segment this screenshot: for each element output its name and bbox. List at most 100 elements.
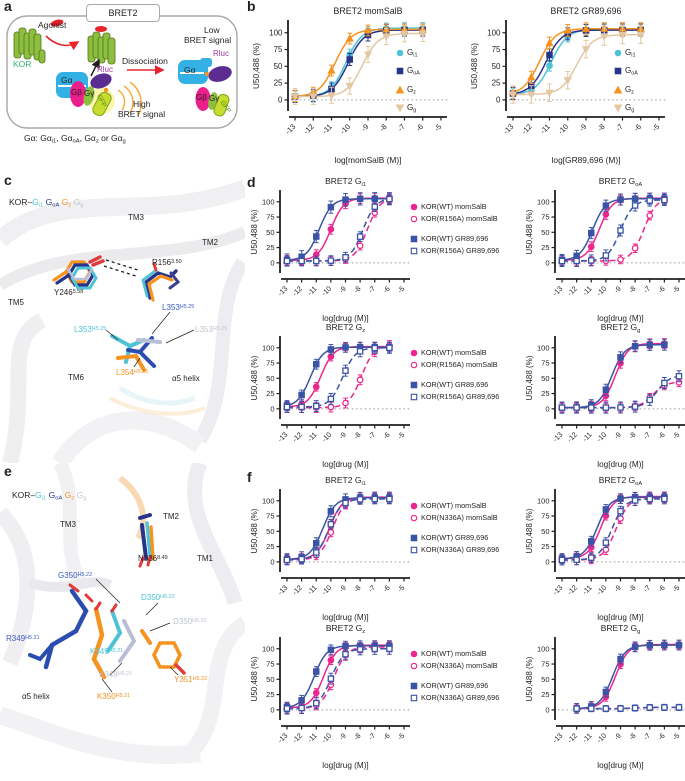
annotation-label: TM3	[128, 213, 144, 222]
text-segment: K350	[97, 692, 116, 701]
text-segment: g	[122, 138, 126, 145]
svg-text:-7: -7	[641, 583, 652, 594]
annotation-label: N3368.49	[138, 554, 168, 563]
svg-text:-11: -11	[580, 430, 593, 443]
legend-item: KOR(WT) momSalB	[410, 649, 520, 658]
text-segment: g	[413, 107, 417, 114]
svg-text:-5: -5	[671, 583, 682, 594]
text-segment: G	[625, 84, 632, 94]
legend-item: KOR(N336A) GR89,696	[410, 693, 520, 702]
text-segment: TM1	[197, 554, 213, 563]
g-alpha-variants-caption: Gα: Gαi1, GαoA, Gαz or Gαg	[24, 133, 126, 144]
annotation-label: TM5	[8, 298, 24, 307]
svg-text:100: 100	[537, 197, 550, 206]
legend-marker-circle-icon	[410, 215, 418, 222]
svg-text:-5: -5	[396, 731, 407, 742]
svg-text:-11: -11	[580, 731, 593, 744]
svg-text:-13: -13	[283, 122, 297, 136]
annotation-label: TM6	[68, 373, 84, 382]
annotation-label: K349H5.21	[90, 647, 123, 656]
dissociation-label: Dissociation	[122, 56, 168, 66]
svg-text:-8: -8	[352, 284, 363, 295]
text-segment: z	[631, 88, 634, 95]
text-segment: G	[35, 490, 42, 500]
svg-text:-11: -11	[305, 430, 318, 443]
high-bret-label-1: High	[133, 99, 151, 109]
text-segment: g	[80, 202, 84, 209]
svg-text:-11: -11	[305, 284, 318, 297]
legend-item: KOR(WT) GR89,696	[410, 681, 520, 690]
svg-text:100: 100	[262, 644, 275, 653]
svg-text:-6: -6	[656, 583, 667, 594]
svg-text:25: 25	[274, 79, 283, 88]
svg-text:U50,488 (%): U50,488 (%)	[250, 508, 259, 553]
text-segment: z	[95, 138, 99, 145]
svg-text:log[momSalB (M)]: log[momSalB (M)]	[334, 155, 401, 165]
text-segment: i1	[41, 495, 47, 502]
svg-text:-11: -11	[320, 122, 334, 136]
svg-text:0: 0	[545, 705, 549, 714]
chart-d-gz: 0 25 50 75 100 U50,488 (%) -13 -12 -11 -10 -9 -8 -7-…	[245, 322, 410, 470]
panel-b: b 0 25 50 75 100 U50,488 (%) -13 -12 -11 -10 -9 -8-…	[245, 0, 685, 170]
binding-arrow	[45, 35, 80, 51]
svg-text:-9: -9	[337, 284, 348, 295]
svg-text:log[drug (M)]: log[drug (M)]	[597, 761, 643, 770]
svg-text:50: 50	[266, 228, 274, 237]
legend-item-label: GoA	[407, 66, 420, 76]
svg-text:-5: -5	[671, 731, 682, 742]
legend-item: KOR(WT) momSalB	[410, 501, 520, 510]
svg-text:75: 75	[266, 512, 274, 521]
legend-marker-tri_up-icon	[614, 85, 622, 94]
legend-item: KOR(N336A) GR89,696	[410, 545, 520, 554]
legend-item: KOR(R156A) momSalB	[410, 214, 520, 223]
legend-item: KOR(R156A) GR89,696	[410, 246, 520, 255]
svg-text:75: 75	[541, 213, 549, 222]
svg-text:-10: -10	[556, 122, 570, 136]
text-segment: TM2	[163, 512, 179, 521]
legend-g-proteins: Gi1 GoA Gz Gg	[396, 48, 420, 121]
chart-d-gg: 0 25 50 75 100 U50,488 (%) -13 -12 -11 -10 -9 -8 -7-…	[520, 322, 685, 470]
svg-text:-7: -7	[641, 284, 652, 295]
g-beta-label-2: Gβ	[196, 93, 207, 102]
svg-text:-9: -9	[612, 731, 623, 742]
annotation-label: α5 helix	[22, 692, 50, 701]
structure-art-c	[0, 179, 245, 463]
svg-text:0: 0	[270, 705, 274, 714]
text-segment: G	[59, 197, 69, 207]
g-alpha-label: Gα	[61, 75, 73, 85]
svg-text:U50,488 (%): U50,488 (%)	[250, 355, 259, 400]
svg-text:25: 25	[266, 243, 274, 252]
text-segment: i1	[51, 138, 57, 145]
text-segment: KOR(WT) GR89,696	[421, 380, 489, 389]
panel-b-label: b	[247, 0, 256, 14]
svg-text:BRET2 Gi1: BRET2 Gi1	[325, 475, 366, 487]
g-alpha-label-2: Gα	[184, 65, 196, 75]
svg-text:25: 25	[266, 389, 274, 398]
svg-text:-9: -9	[577, 122, 588, 133]
legend-item: KOR(N336A) momSalB	[410, 513, 520, 522]
legend-item: KOR(WT) GR89,696	[410, 234, 520, 243]
svg-text:BRET2 Gg: BRET2 Gg	[601, 623, 641, 635]
svg-text:U50,488 (%): U50,488 (%)	[250, 209, 259, 254]
text-segment: G	[407, 84, 414, 94]
svg-text:-11: -11	[580, 583, 593, 596]
svg-text:log[drug (M)]: log[drug (M)]	[322, 460, 368, 469]
svg-text:-6: -6	[381, 284, 392, 295]
legend-item-label: KOR(N336A) momSalB	[421, 513, 498, 522]
legend-item: Gg	[396, 103, 420, 113]
panel-e: e	[0, 463, 245, 781]
svg-text:0: 0	[270, 258, 274, 267]
svg-text:-10: -10	[595, 731, 609, 745]
text-segment: H5.25	[133, 369, 149, 376]
text-segment: , Gα	[79, 133, 96, 143]
text-segment: KOR(WT) GR89,696	[421, 681, 489, 690]
svg-text:log[drug (M)]: log[drug (M)]	[322, 761, 368, 770]
kor-receptor-cartoon	[13, 27, 46, 64]
text-segment: L353	[74, 325, 92, 334]
chart-f-gz: 0 25 50 75 100 U50,488 (%) -13 -12 -11 -10 -9 -8 -7-…	[245, 623, 410, 771]
svg-text:25: 25	[266, 542, 274, 551]
